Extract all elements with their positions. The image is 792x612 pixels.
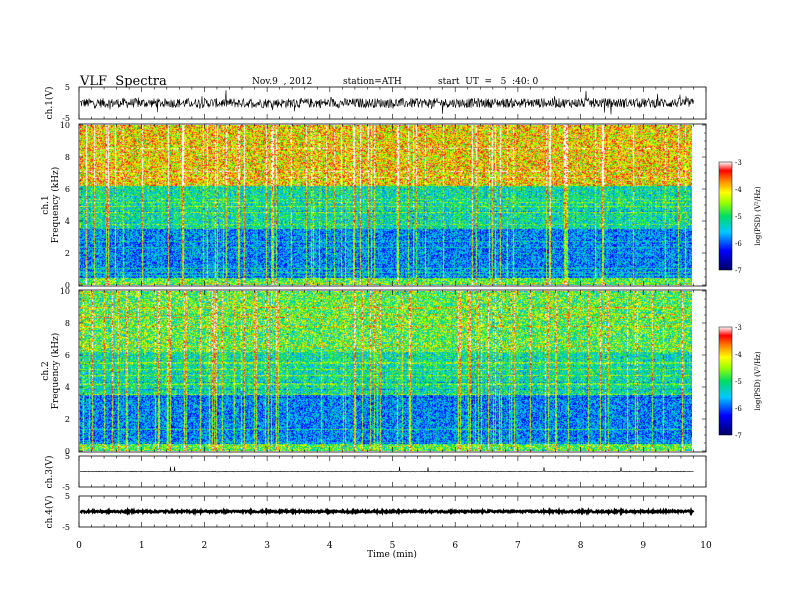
ch1-spectrogram-ylabel: ch.1: [41, 195, 51, 214]
ch4-waveform-trace: [79, 506, 695, 517]
ch1-ytick-top: 5: [65, 83, 70, 92]
ch2-spectrogram-ytick-3: 6: [65, 351, 70, 360]
x-tick-label-4: 4: [327, 541, 333, 551]
ch1-spectrogram-colorbar-tick-4: -7: [735, 267, 742, 275]
ch1-spectrogram-ytick-1: 2: [65, 249, 70, 258]
ch2-spectrogram-colorbar-tick-3: -6: [735, 405, 742, 413]
ch2-spectrogram-colorbar-tick-4: -7: [735, 432, 742, 440]
start-time-label: start UT = 5 :40: 0: [438, 77, 539, 87]
ch1-spectrogram-ytick-2: 4: [65, 217, 70, 226]
ch2-spectrogram-colorbar-tick-2: -5: [735, 378, 742, 386]
ch2-spectrogram-ytick-1: 2: [65, 415, 70, 424]
ch1-spectrogram-colorbar-tick-2: -5: [735, 213, 742, 221]
ch1-colorbar: [718, 161, 733, 271]
ch2-spectrogram-ytick-0: 0: [65, 447, 70, 456]
date-label: Nov.9 , 2012: [252, 77, 313, 87]
x-tick-label-10: 10: [700, 541, 712, 551]
ch3-ytick-top: 5: [65, 452, 70, 461]
x-tick-label-8: 8: [578, 541, 584, 551]
ch1-spectrogram-ytick-3: 6: [65, 185, 70, 194]
ch1-spectrogram-ytick-4: 8: [65, 153, 70, 162]
figure-title: VLF Spectra: [80, 74, 167, 89]
ch2-frequency-ylabel: Frequency (kHz): [50, 333, 61, 410]
x-tick-label-7: 7: [515, 541, 521, 551]
ch3-ytick-bottom: -5: [62, 483, 70, 492]
ch1-spectrogram-ytick-0: 0: [65, 281, 70, 290]
x-tick-label-2: 2: [202, 541, 208, 551]
x-tick-label-0: 0: [76, 541, 82, 551]
ch4-waveform-ylabel: ch.4(V): [44, 496, 55, 529]
ch1-colorbar-label: log(PSD) (V²/Hz): [754, 186, 762, 245]
ch1-spectrogram-colorbar-tick-1: -4: [735, 186, 742, 194]
x-tick-label-5: 5: [390, 541, 396, 551]
ch2-spectrogram-ytick-2: 4: [65, 383, 70, 392]
x-tick-label-1: 1: [139, 541, 145, 551]
ch1-spectrogram-ytick-5: 10: [60, 121, 70, 130]
ch2-spectrogram-colorbar-tick-1: -4: [735, 351, 742, 359]
ch1-spectrogram-colorbar-tick-0: -3: [735, 159, 742, 167]
ch2-spectrogram-colorbar-tick-0: -3: [735, 324, 742, 332]
ch1-waveform-ylabel: ch.1(V): [44, 87, 55, 120]
ch2-spectrogram: [80, 291, 692, 451]
ch2-colorbar-label: log(PSD) (V²/Hz): [754, 351, 762, 410]
ch4-ytick-bottom: -5: [62, 523, 70, 532]
ch1-spectrogram: [80, 125, 692, 285]
ch1-waveform-trace: [79, 90, 694, 115]
ch2-spectrogram-ytick-5: 10: [60, 287, 70, 296]
x-tick-label-3: 3: [264, 541, 270, 551]
ch3-waveform-trace: [79, 466, 694, 473]
ch4-ytick-top: 5: [65, 492, 70, 501]
ch3-waveform-ylabel: ch.3(V): [44, 456, 55, 489]
x-axis-label: Time (min): [367, 549, 417, 560]
ch2-spectrogram-ylabel: ch.2: [41, 361, 51, 380]
ch2-colorbar: [718, 326, 733, 436]
ch2-spectrogram-ytick-4: 8: [65, 319, 70, 328]
x-tick-label-9: 9: [640, 541, 646, 551]
ch1-spectrogram-colorbar-tick-3: -6: [735, 240, 742, 248]
station-label: station=ATH: [343, 77, 402, 87]
x-tick-label-6: 6: [452, 541, 458, 551]
ch1-frequency-ylabel: Frequency (kHz): [50, 167, 61, 244]
ch1-ytick-bottom: -5: [62, 114, 70, 123]
